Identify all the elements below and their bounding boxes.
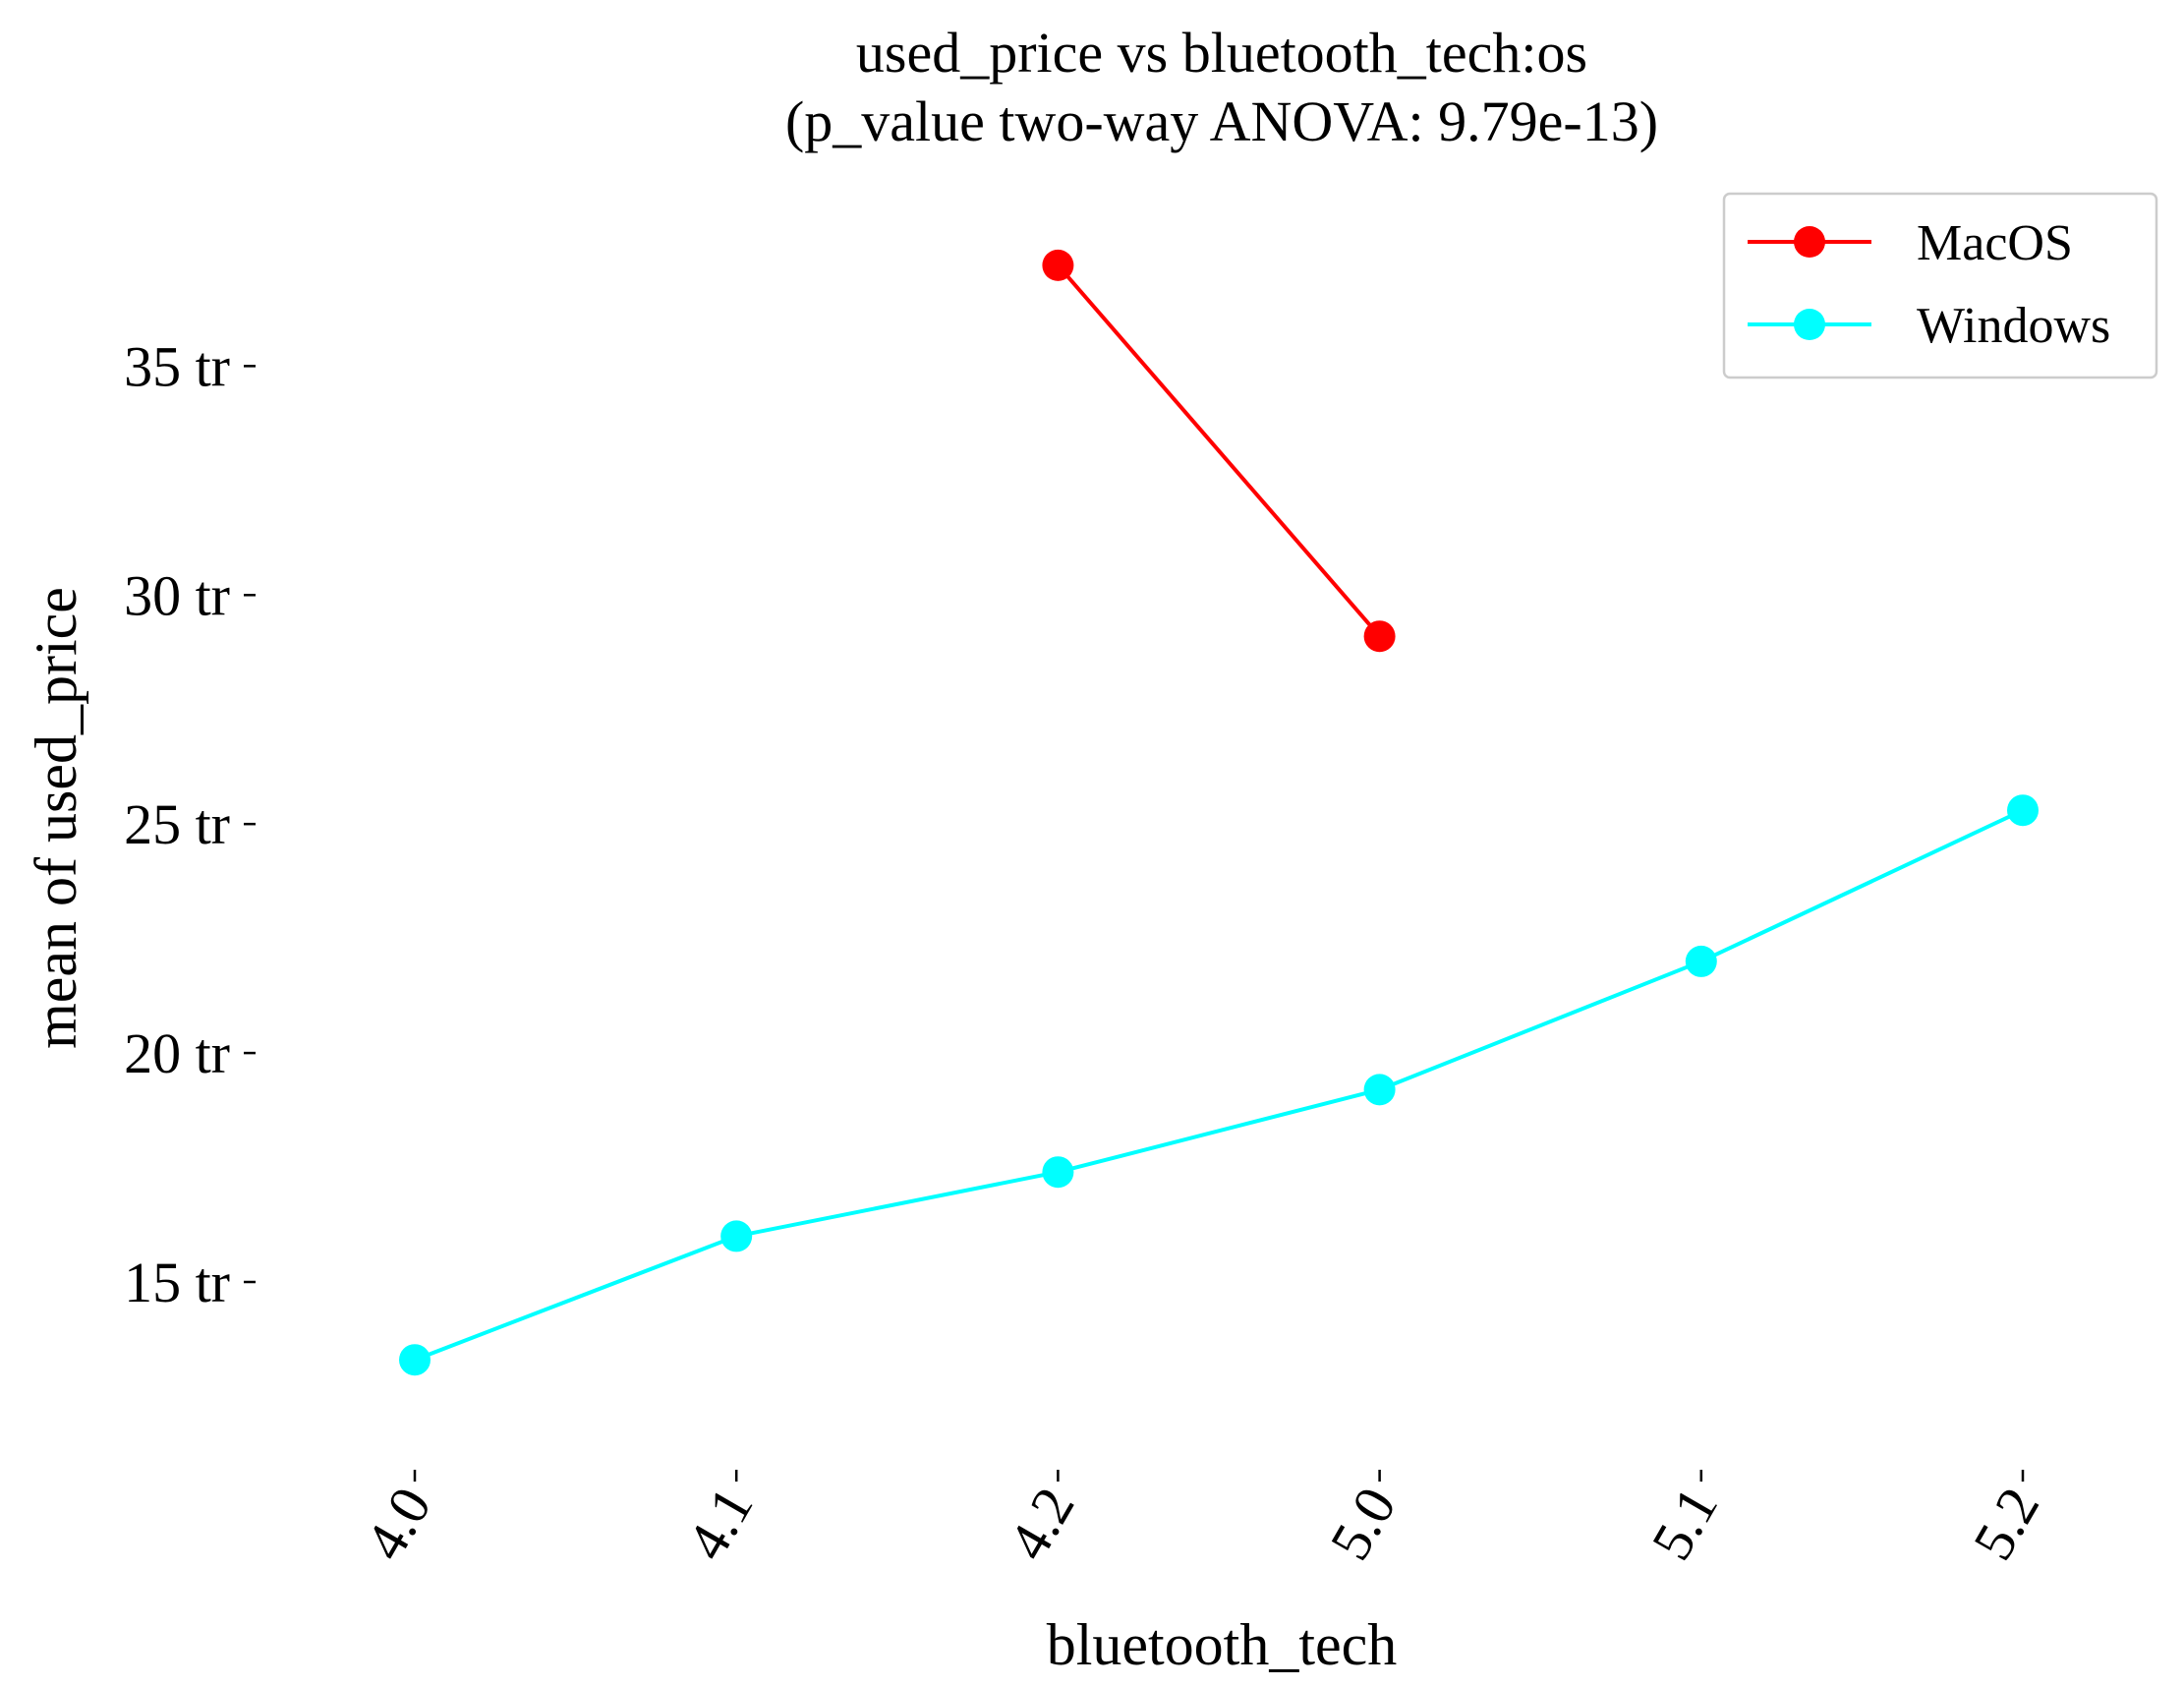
- series-line-windows: [414, 808, 2024, 1363]
- y-axis: 15 tr 20 tr 25 tr 30 tr 35 tr: [124, 334, 256, 1314]
- y-axis-label: mean of used_price: [24, 587, 88, 1049]
- data-point-windows: [1685, 945, 1717, 977]
- x-axis: 4.0 4.1 4.2 5.0 5.1 5.2: [353, 1470, 2052, 1570]
- data-point-windows: [1363, 1074, 1396, 1106]
- plot-series: [399, 249, 2039, 1376]
- data-point-windows: [720, 1220, 753, 1252]
- data-point-windows: [2007, 794, 2039, 827]
- y-tick-label: 35 tr: [124, 334, 230, 398]
- x-tick-label: 4.1: [674, 1477, 766, 1570]
- legend: MacOS Windows: [1722, 192, 2158, 379]
- x-tick-label: 4.2: [996, 1477, 1087, 1570]
- legend-label-windows: Windows: [1917, 298, 2110, 354]
- legend-marker-macos: [1794, 226, 1825, 258]
- x-tick-label: 5.1: [1639, 1477, 1731, 1570]
- y-tick-label: 15 tr: [124, 1251, 230, 1314]
- y-tick-label: 25 tr: [124, 792, 230, 856]
- legend-frame: [1722, 192, 2158, 379]
- y-tick-label: 20 tr: [124, 1021, 230, 1085]
- legend-label-macos: MacOS: [1917, 215, 2073, 271]
- legend-marker-windows: [1794, 309, 1825, 340]
- y-tick-label: 30 tr: [124, 563, 230, 627]
- x-tick-label: 5.2: [1961, 1477, 2052, 1570]
- x-tick-label: 4.0: [353, 1477, 444, 1570]
- x-tick-label: 5.0: [1317, 1477, 1408, 1570]
- chart-title: used_price vs bluetooth_tech:os: [856, 21, 1587, 85]
- chart-subtitle: (p_value two-way ANOVA: 9.79e-13): [785, 89, 1658, 153]
- data-point-windows: [399, 1344, 431, 1376]
- data-point-windows: [1042, 1156, 1074, 1189]
- x-axis-label: bluetooth_tech: [1047, 1612, 1398, 1677]
- data-point-macos: [1363, 620, 1396, 653]
- data-point-macos: [1042, 249, 1074, 281]
- series-line-macos: [1056, 263, 1382, 638]
